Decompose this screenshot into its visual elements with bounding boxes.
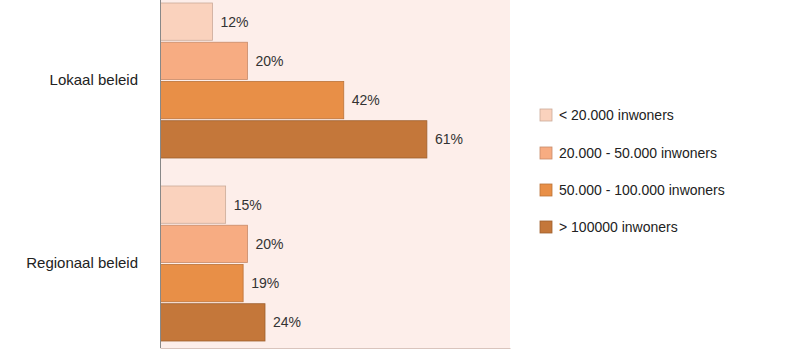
data-label: 15% — [234, 197, 262, 213]
legend: < 20.000 inwoners 20.000 - 50.000 inwoner… — [540, 107, 725, 235]
legend-label: < 20.000 inwoners — [559, 107, 674, 123]
data-label: 19% — [251, 275, 279, 291]
data-labels: 12% 15% 20% 20% 42% 19% 61% 24% — [221, 14, 463, 331]
plot-background — [160, 0, 510, 348]
legend-swatch — [540, 221, 552, 233]
bars — [160, 3, 427, 341]
legend-label: 20.000 - 50.000 inwoners — [559, 145, 717, 161]
chart: 12% 15% 20% 20% 42% 19% 61% 24% Lokaal beleid Reg… — [0, 0, 785, 351]
y-tick: Regionaal beleid — [26, 254, 160, 271]
bar — [160, 81, 344, 118]
y-axis-line — [160, 0, 161, 348]
legend-swatch — [540, 147, 552, 159]
bar — [160, 42, 248, 79]
data-label: 20% — [256, 53, 284, 69]
y-tick-label: Lokaal beleid — [50, 71, 138, 88]
bar — [160, 225, 248, 262]
legend-label: > 100000 inwoners — [559, 219, 678, 235]
bar — [160, 3, 213, 40]
bar — [160, 264, 243, 301]
bar — [160, 186, 226, 223]
bar — [160, 304, 265, 341]
data-label: 24% — [273, 314, 301, 330]
y-axis: Lokaal beleid Regionaal beleid — [26, 0, 160, 348]
legend-swatch — [540, 109, 552, 121]
y-tick: Lokaal beleid — [50, 71, 160, 88]
data-label: 20% — [256, 236, 284, 252]
legend-label: 50.000 - 100.000 inwoners — [559, 182, 725, 198]
x-axis — [161, 348, 511, 349]
data-label: 61% — [435, 131, 463, 147]
plot: 12% 15% 20% 20% 42% 19% 61% 24% Lokaal beleid Reg… — [26, 0, 510, 349]
bar — [160, 121, 427, 158]
x-axis-line — [161, 348, 511, 349]
legend-swatch — [540, 184, 552, 196]
data-label: 42% — [352, 92, 380, 108]
y-tick-label: Regionaal beleid — [26, 254, 138, 271]
data-label: 12% — [221, 14, 249, 30]
